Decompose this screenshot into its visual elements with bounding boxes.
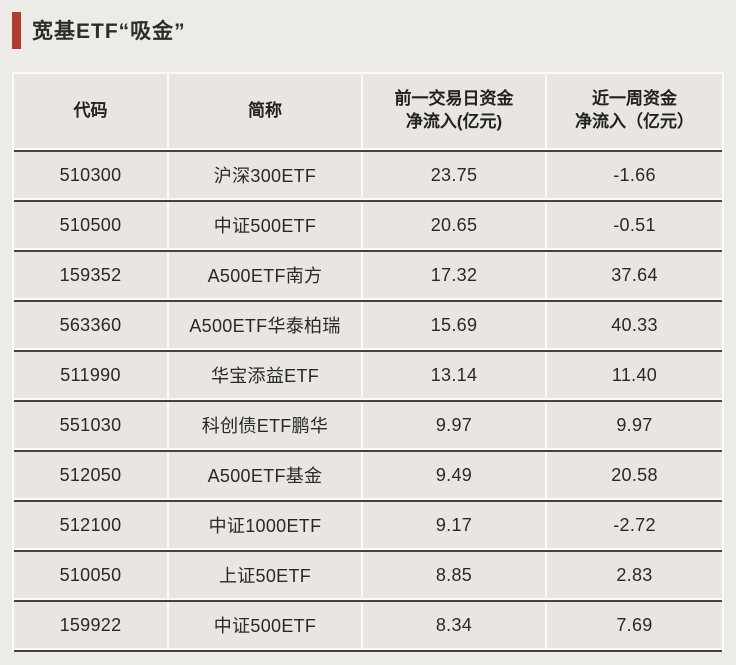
cell-name: 中证500ETF [169,602,361,648]
table-row-block: 510500 中证500ETF 20.65 -0.51 [14,202,722,252]
header-week-flow: 近一周资金 净流入（亿元） [547,74,722,148]
header-code: 代码 [14,74,167,148]
cell-name: 沪深300ETF [169,152,361,198]
cell-code: 511990 [14,352,167,398]
table-row-block: 510050 上证50ETF 8.85 2.83 [14,552,722,602]
row-divider [14,200,722,202]
cell-week-flow: 40.33 [547,302,722,348]
cell-prev-day-flow: 15.69 [363,302,545,348]
table-row-block: 511990 华宝添益ETF 13.14 11.40 [14,352,722,402]
cell-code: 159352 [14,252,167,298]
row-divider [14,350,722,352]
table-row: 159352 A500ETF南方 17.32 37.64 [14,252,722,300]
cell-prev-day-flow: 9.97 [363,402,545,448]
row-divider [14,450,722,452]
table-row-block: 510300 沪深300ETF 23.75 -1.66 [14,152,722,202]
table-row: 159922 中证500ETF 8.34 7.69 [14,602,722,650]
table-row: 510300 沪深300ETF 23.75 -1.66 [14,152,722,200]
etf-flow-table: 代码 简称 前一交易日资金 净流入(亿元) 近一周资金 净流入（亿元） 5103… [12,72,724,652]
table-row: 512050 A500ETF基金 9.49 20.58 [14,452,722,500]
cell-prev-day-flow: 13.14 [363,352,545,398]
table-row: 510050 上证50ETF 8.85 2.83 [14,552,722,600]
cell-name: A500ETF华泰柏瑞 [169,302,361,348]
cell-code: 510050 [14,552,167,598]
title-accent-bar [12,11,21,49]
cell-name: 华宝添益ETF [169,352,361,398]
cell-week-flow: 2.83 [547,552,722,598]
cell-week-flow: -0.51 [547,202,722,248]
cell-prev-day-flow: 9.49 [363,452,545,498]
table-row: 512100 中证1000ETF 9.17 -2.72 [14,502,722,550]
cell-name: 科创债ETF鹏华 [169,402,361,448]
cell-prev-day-flow: 9.17 [363,502,545,548]
cell-name: 中证500ETF [169,202,361,248]
row-divider [14,300,722,302]
section-header: 宽基ETF“吸金” [12,10,724,50]
table-row-block: 551030 科创债ETF鹏华 9.97 9.97 [14,402,722,452]
cell-week-flow: 37.64 [547,252,722,298]
row-divider [14,500,722,502]
table-row: 510500 中证500ETF 20.65 -0.51 [14,202,722,250]
row-divider [14,650,722,652]
table-row: 551030 科创债ETF鹏华 9.97 9.97 [14,402,722,450]
table-row-block: 563360 A500ETF华泰柏瑞 15.69 40.33 [14,302,722,352]
table-row-block: 159352 A500ETF南方 17.32 37.64 [14,252,722,302]
header-name: 简称 [169,74,361,148]
cell-name: 中证1000ETF [169,502,361,548]
row-divider [14,250,722,252]
row-divider [14,400,722,402]
cell-name: A500ETF基金 [169,452,361,498]
cell-code: 510300 [14,152,167,198]
cell-prev-day-flow: 8.34 [363,602,545,648]
row-divider [14,550,722,552]
cell-week-flow: 11.40 [547,352,722,398]
cell-week-flow: -1.66 [547,152,722,198]
cell-code: 159922 [14,602,167,648]
header-divider [14,150,722,152]
cell-week-flow: -2.72 [547,502,722,548]
table-row-block: 159922 中证500ETF 8.34 7.69 [14,602,722,652]
cell-name: 上证50ETF [169,552,361,598]
cell-week-flow: 7.69 [547,602,722,648]
table-row-block: 512100 中证1000ETF 9.17 -2.72 [14,502,722,552]
table-row: 563360 A500ETF华泰柏瑞 15.69 40.33 [14,302,722,350]
table-body: 510300 沪深300ETF 23.75 -1.66 510500 中证500… [14,152,722,652]
table-row: 511990 华宝添益ETF 13.14 11.40 [14,352,722,400]
cell-code: 512100 [14,502,167,548]
row-divider [14,600,722,602]
cell-prev-day-flow: 20.65 [363,202,545,248]
cell-prev-day-flow: 23.75 [363,152,545,198]
cell-code: 512050 [14,452,167,498]
table-row-block: 512050 A500ETF基金 9.49 20.58 [14,452,722,502]
table-header-row: 代码 简称 前一交易日资金 净流入(亿元) 近一周资金 净流入（亿元） [14,74,722,150]
cell-name: A500ETF南方 [169,252,361,298]
cell-code: 551030 [14,402,167,448]
header-prev-day-flow: 前一交易日资金 净流入(亿元) [363,74,545,148]
cell-code: 563360 [14,302,167,348]
cell-prev-day-flow: 8.85 [363,552,545,598]
cell-week-flow: 9.97 [547,402,722,448]
page-title: 宽基ETF“吸金” [32,20,186,43]
cell-prev-day-flow: 17.32 [363,252,545,298]
cell-code: 510500 [14,202,167,248]
cell-week-flow: 20.58 [547,452,722,498]
